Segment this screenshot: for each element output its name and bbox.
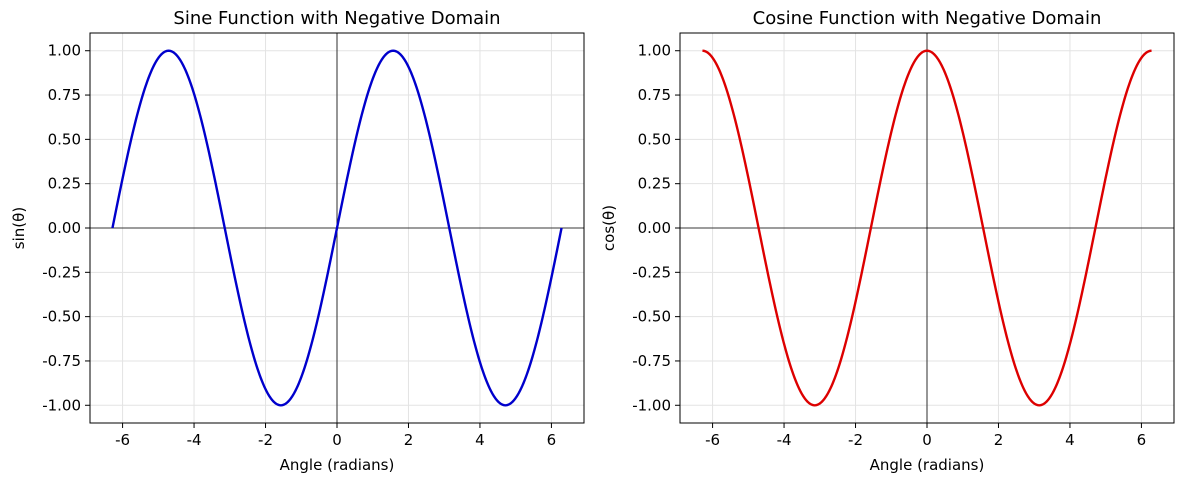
y-tick-label: 1.00 [638, 42, 671, 60]
y-tick-label: 0.75 [638, 86, 671, 104]
y-tick-label: 0.25 [48, 175, 81, 193]
y-tick-label: -0.50 [42, 308, 81, 326]
x-tick-label: -6 [115, 431, 130, 449]
y-axis-label: cos(θ) [600, 205, 618, 251]
cosine-chart-panel: -6 -4 -2 0 2 4 6 1.00 0.75 0.50 0.25 0.00 -0.25 -0.50… [600, 8, 1175, 474]
y-tick-label: 0.00 [638, 219, 671, 237]
cos-series-line [702, 49, 1152, 407]
y-tick-label: 0.50 [638, 130, 671, 148]
sin-series-line [111, 49, 563, 407]
x-axis-label: Angle (radians) [280, 456, 395, 474]
y-tick-label: -1.00 [632, 396, 671, 414]
x-axis-label: Angle (radians) [870, 456, 985, 474]
reference-lines [680, 33, 1174, 423]
y-tick-label: 0.50 [48, 130, 81, 148]
x-tick-label: -4 [777, 431, 792, 449]
chart-title: Sine Function with Negative Domain [173, 8, 500, 29]
x-tick-label: -2 [848, 431, 863, 449]
x-tick-label: 2 [994, 431, 1004, 449]
y-tick-label: -0.25 [632, 263, 671, 281]
x-tick-label: 6 [1137, 431, 1147, 449]
y-tick-label: -0.50 [632, 308, 671, 326]
sine-chart-panel: -6 -4 -2 0 2 4 6 1.00 0.75 0.50 0.25 0.00 -0.25 -0.50… [10, 8, 585, 474]
series-layer [111, 49, 563, 407]
y-tick-label: 0.00 [48, 219, 81, 237]
x-tick-label: 4 [1065, 431, 1075, 449]
x-tick-label: 0 [332, 431, 342, 449]
x-tick-label: -2 [258, 431, 273, 449]
x-tick-label: 0 [922, 431, 932, 449]
tick-layer: -6 -4 -2 0 2 4 6 1.00 0.75 0.50 0.25 0.00 -0.25 -0.50… [42, 42, 556, 449]
y-tick-label: 0.75 [48, 86, 81, 104]
y-tick-label: -0.75 [632, 352, 671, 370]
y-axis-label: sin(θ) [10, 207, 28, 249]
x-tick-label: 2 [404, 431, 414, 449]
x-tick-label: 6 [547, 431, 557, 449]
y-tick-label: -0.75 [42, 352, 81, 370]
tick-layer: -6 -4 -2 0 2 4 6 1.00 0.75 0.50 0.25 0.00 -0.25 -0.50… [632, 42, 1146, 449]
y-tick-label: -0.25 [42, 263, 81, 281]
x-tick-label: 4 [475, 431, 485, 449]
series-layer [702, 49, 1152, 407]
y-tick-label: -1.00 [42, 396, 81, 414]
x-tick-label: -4 [187, 431, 202, 449]
y-tick-label: 0.25 [638, 175, 671, 193]
chart-title: Cosine Function with Negative Domain [753, 8, 1102, 29]
y-tick-label: 1.00 [48, 42, 81, 60]
x-tick-label: -6 [705, 431, 720, 449]
